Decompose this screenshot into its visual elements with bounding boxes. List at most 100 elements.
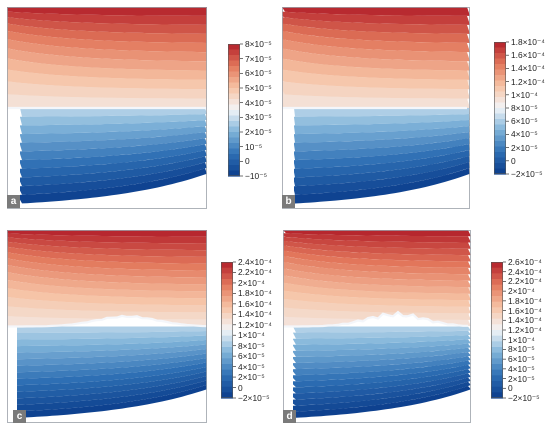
contour-band-lower — [293, 386, 471, 418]
contour-band-lower — [294, 150, 470, 178]
contour-band-lower — [293, 369, 471, 394]
colorbar-tick-label: 2×10⁻⁵ — [245, 127, 272, 137]
colorbar-segment — [494, 97, 506, 104]
colorbar-segment — [221, 284, 233, 291]
colorbar-tick-label: 4×10⁻⁵ — [511, 129, 538, 140]
contour-band-upper — [282, 58, 470, 80]
contour-band-upper — [282, 7, 470, 16]
colorbar-tick-label: 3×10⁻⁵ — [245, 112, 272, 123]
colorbar-segment — [228, 165, 240, 172]
left-gap — [7, 108, 20, 209]
colorbar-gradient-c — [221, 261, 236, 399]
colorbar-tick-label: −2×10⁻⁵ — [508, 393, 540, 403]
contour-band-upper — [282, 11, 470, 25]
colorbar-tick-label: 1.8×10⁻⁴ — [508, 295, 542, 306]
colorbar-segment — [491, 290, 503, 297]
contour-band-upper — [7, 17, 207, 34]
contour-band-lower — [20, 114, 207, 126]
colorbar-segment — [491, 386, 503, 393]
contour-band-lower — [20, 138, 207, 161]
colorbar-tick-label: 8×10⁻⁵ — [238, 340, 265, 351]
contour-band-lower — [294, 132, 470, 152]
colorbar-tick-label: 1.6×10⁻⁴ — [238, 298, 272, 309]
colorbar-segment — [228, 159, 240, 166]
colorbar-tick-label: 1.2×10⁻⁴ — [511, 76, 545, 87]
colorbar-segment — [221, 262, 233, 269]
colorbar-segment — [491, 335, 503, 342]
contour-band-upper — [283, 282, 471, 301]
colorbar-segment — [228, 137, 240, 144]
colorbar-segment — [494, 69, 506, 76]
colorbar-segment — [228, 170, 240, 177]
colorbar-tick-label: 2×10⁻⁴ — [508, 286, 535, 297]
colorbar-frame — [221, 262, 233, 398]
contour-plot-d — [283, 230, 471, 423]
colorbar-tick-label: 1.6×10⁻⁴ — [508, 305, 542, 316]
colorbar-tick-label: 1.4×10⁻⁴ — [238, 309, 272, 320]
contour-band-upper — [283, 275, 471, 294]
contour-band-lower — [20, 150, 207, 178]
colorbar-segment — [228, 110, 240, 117]
contour-band-lower — [294, 156, 470, 187]
contour-band-upper — [283, 245, 471, 262]
colorbar-tick-label: −10⁻⁵ — [245, 171, 268, 181]
colorbar-segment — [491, 267, 503, 274]
contour-band-lower — [17, 344, 207, 360]
colorbar-segment — [494, 86, 506, 93]
colorbar-tick-label: 6×10⁻⁵ — [508, 354, 535, 365]
colorbar-tick-label: −2×10⁻⁵ — [238, 393, 270, 403]
plot-frame — [283, 230, 471, 423]
panel-d: d — [283, 230, 471, 423]
contour-band-lower — [20, 162, 207, 195]
contour-band-upper — [283, 230, 471, 237]
contour-band-lower — [293, 373, 471, 400]
colorbar-d: 2.6×10⁻⁴ 2.4×10⁻⁴ 2.2×10⁻⁴ 2×10⁻⁴ 1.8×10⁻⁴ 1.… — [491, 257, 542, 403]
colorbar-segment — [228, 99, 240, 106]
colorbar-segment — [228, 71, 240, 78]
contour-band-upper — [283, 312, 471, 327]
colorbar-segment — [491, 369, 503, 376]
colorbar-segment — [494, 113, 506, 120]
colorbar-segment — [221, 369, 233, 376]
contour-band-lower — [20, 132, 207, 152]
colorbar-segment — [494, 163, 506, 170]
contour-band-lower — [293, 352, 471, 370]
colorbar-c: 2.4×10⁻⁴ 2.2×10⁻⁴ 2×10⁻⁴ 1.8×10⁻⁴ 1.6×10⁻⁴ 1.… — [221, 257, 272, 403]
contour-band-lower — [17, 384, 207, 418]
colorbar-tick-label: 10⁻⁵ — [245, 141, 263, 152]
colorbar-segment — [491, 324, 503, 331]
colorbar-segment — [221, 392, 233, 399]
contour-band-lower — [17, 366, 207, 392]
contour-band-lower — [293, 381, 471, 412]
colorbar-tick-label: 2.4×10⁻⁴ — [508, 266, 542, 277]
colorbar-segment — [494, 75, 506, 82]
contour-band-lower — [293, 347, 471, 363]
contour-band-lower — [20, 156, 207, 187]
contour-band-upper — [7, 279, 207, 299]
contour-band-upper — [283, 250, 471, 268]
colorbar-frame — [228, 44, 240, 176]
colorbar-segment — [494, 152, 506, 159]
contour-band-upper — [282, 69, 470, 90]
colorbar-segment — [228, 66, 240, 73]
colorbar-segment — [228, 88, 240, 95]
contour-band-lower — [293, 326, 471, 333]
colorbar-segment — [491, 358, 503, 365]
panel-b: b — [282, 7, 470, 209]
colorbar-tick-label: 7×10⁻⁵ — [245, 53, 272, 64]
plot-frame — [7, 7, 207, 209]
plot-frame — [282, 7, 470, 209]
colorbar-segment — [494, 91, 506, 98]
contour-band-lower — [17, 371, 207, 399]
colorbar-segment — [491, 307, 503, 314]
colorbar-segment — [494, 42, 506, 49]
colorbar-segment — [494, 157, 506, 164]
contour-band-upper — [283, 261, 471, 281]
contour-band-lower — [293, 343, 471, 357]
colorbar-tick-label: 2.2×10⁻⁴ — [508, 276, 542, 287]
colorbar-tick-label: 0 — [511, 155, 516, 166]
contour-band-lower — [17, 326, 207, 333]
contour-band-lower — [293, 330, 471, 339]
colorbar-segment — [221, 313, 233, 320]
contour-plot-b — [282, 7, 470, 209]
